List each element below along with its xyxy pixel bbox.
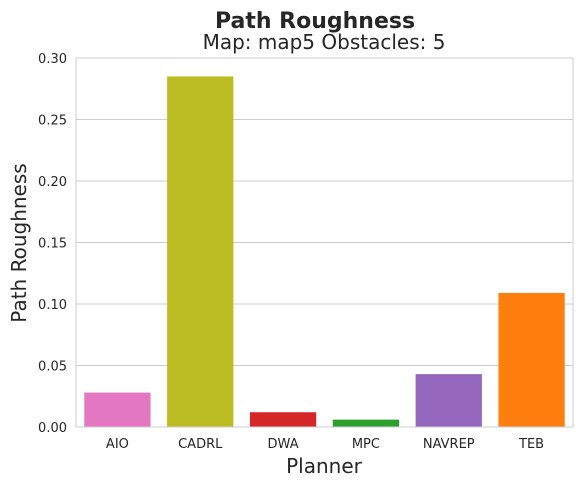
bar-cadrl <box>167 76 234 427</box>
x-tick-label: TEB <box>518 437 544 452</box>
y-tick-label: 0.15 <box>38 237 67 252</box>
bar-navrep <box>415 374 482 427</box>
x-tick-labels: AIO CADRL DWA MPC NAVREP TEB <box>106 437 544 452</box>
x-tick-label: AIO <box>106 437 129 452</box>
x-axis-label: Planner <box>286 454 363 478</box>
chart-suptitle: Path Roughness <box>215 9 415 34</box>
bars <box>84 76 565 427</box>
y-tick-label: 0.00 <box>38 421 67 436</box>
plot-frame <box>75 57 574 428</box>
y-tick-label: 0.30 <box>38 52 67 67</box>
bar-dwa <box>249 412 317 427</box>
x-tick-label: MPC <box>352 437 380 452</box>
bar-mpc <box>332 419 400 427</box>
y-axis-label: Path Roughness <box>7 163 31 322</box>
y-tick-label: 0.20 <box>38 175 67 190</box>
bar-teb <box>498 292 565 427</box>
y-tick-label: 0.25 <box>38 114 67 129</box>
y-tick-labels: 0.00 0.05 0.10 0.15 0.20 0.25 0.30 <box>38 52 67 436</box>
x-tick-label: CADRL <box>178 437 223 452</box>
chart-title: Map: map5 Obstacles: 5 <box>203 30 446 54</box>
x-tick-label: DWA <box>268 437 299 452</box>
y-tick-label: 0.05 <box>38 360 67 375</box>
x-tick-label: NAVREP <box>423 437 475 452</box>
y-tick-label: 0.10 <box>38 298 67 313</box>
bar-aio <box>84 392 151 427</box>
